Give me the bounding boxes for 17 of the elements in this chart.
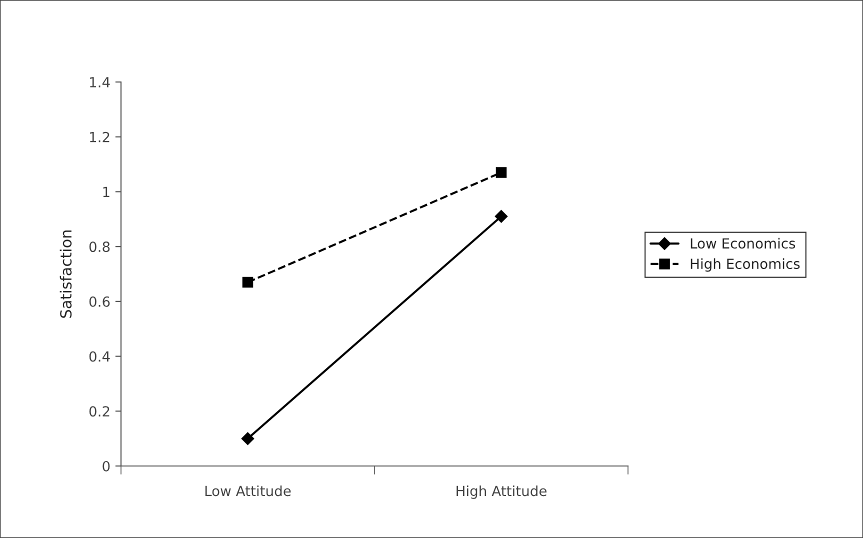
point (494, 210, 508, 223)
y-tick-label: 0.6 (89, 296, 110, 307)
y-tick-label: 0.2 (89, 406, 110, 417)
y-tick-label: 0 (102, 460, 110, 472)
point (242, 276, 254, 288)
y-tick-label: 0.4 (89, 351, 110, 362)
x-tick-label: High Attitude (456, 485, 546, 499)
y-axis-title: Satisfaction (60, 230, 72, 318)
y-tick-label: 1 (103, 186, 110, 197)
y-tick-label: 1.4 (90, 77, 110, 88)
legend-label: Low Economics (690, 238, 796, 249)
point (241, 432, 254, 445)
x-tick-label: Low Attitude (205, 485, 291, 496)
legend-label: High Economics (690, 258, 800, 272)
y-tick-label: 0.8 (89, 242, 110, 252)
y-tick-label: 1.2 (90, 132, 110, 142)
point (496, 167, 507, 178)
